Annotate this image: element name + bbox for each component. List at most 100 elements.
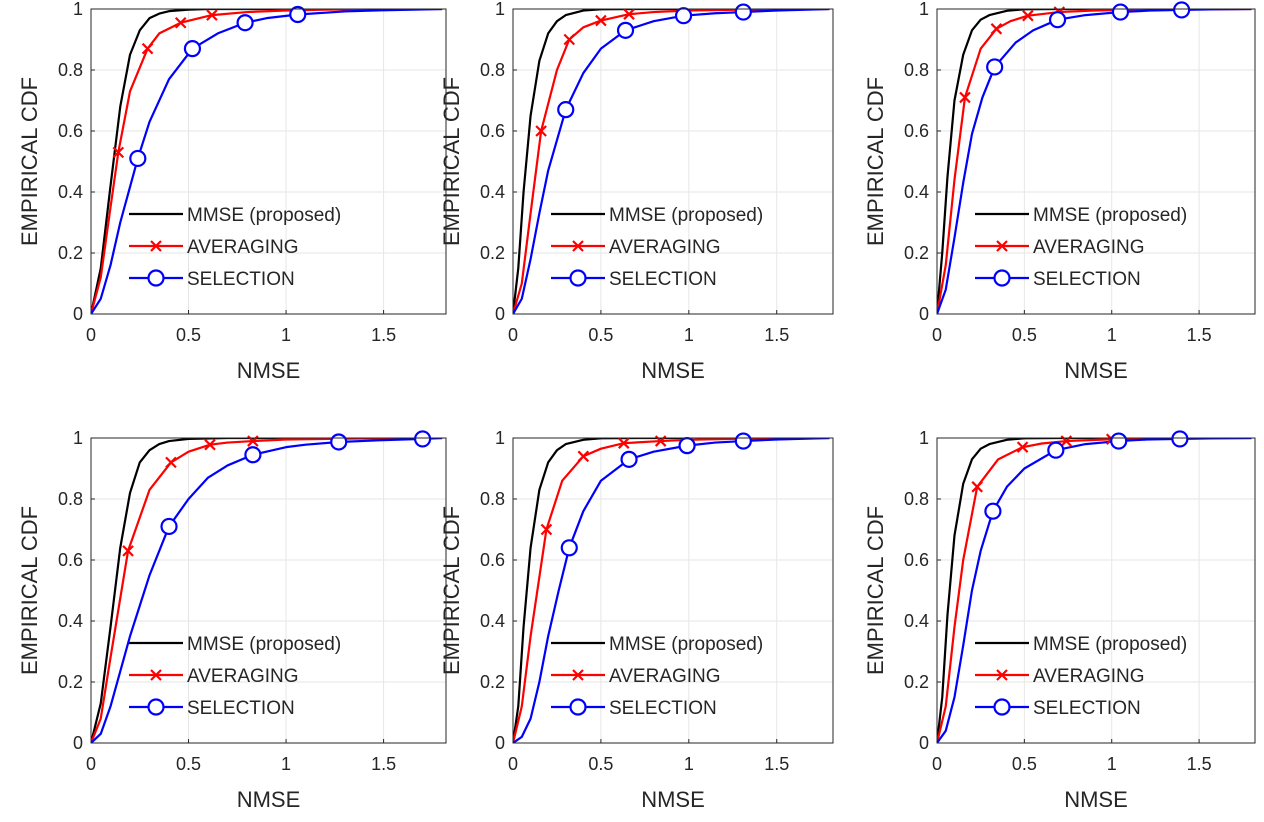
x-tick-label: 1 — [281, 754, 291, 774]
data-point-circle-marker — [413, 430, 432, 448]
series-line-averaging — [513, 438, 830, 743]
x-tick-label: 1.5 — [764, 325, 789, 345]
x-tick-label: 0.5 — [176, 754, 201, 774]
data-point-x-marker — [112, 146, 125, 159]
x-tick-label: 1.5 — [1187, 325, 1212, 345]
x-tick-label: 0.5 — [1012, 754, 1037, 774]
y-tick-label: 0.6 — [480, 121, 505, 141]
y-tick-label: 0.8 — [904, 60, 929, 80]
legend-label: MMSE (proposed) — [609, 205, 763, 226]
axes-box — [90, 8, 447, 315]
y-tick-label: 1 — [919, 428, 929, 448]
x-tick-label: 1 — [281, 325, 291, 345]
x-axis-label: NMSE — [1064, 358, 1128, 383]
y-tick-label: 1 — [73, 0, 83, 19]
data-point-circle-marker — [1110, 432, 1128, 450]
legend-x-marker — [996, 240, 1008, 252]
legend-label: SELECTION — [1033, 269, 1141, 290]
y-tick-label: 0.2 — [480, 672, 505, 692]
y-tick-label: 1 — [495, 428, 505, 448]
y-tick-label: 0 — [495, 304, 505, 324]
axes-box — [512, 437, 834, 744]
legend-entry: MMSE (proposed) — [551, 205, 763, 226]
legend: MMSE (proposed) AVERAGING SELECTION — [129, 205, 341, 290]
legend-x-marker — [572, 240, 584, 252]
y-tick-label: 0.2 — [58, 672, 83, 692]
legend-entry: SELECTION — [129, 269, 295, 290]
y-tick-label: 0.8 — [58, 60, 83, 80]
data-point-circle-marker — [620, 450, 638, 468]
data-point-circle-marker — [560, 539, 578, 557]
x-axis-label: NMSE — [237, 358, 301, 383]
cdf-chart-4: 0 0.5 1 1.5 0 0.2 0.4 0.6 0.8 1 NMSE EMPIRICAL CDF M… — [17, 428, 447, 812]
data-point-x-marker — [1016, 441, 1029, 453]
data-point-x-marker — [204, 438, 216, 451]
y-tick-label: 0.6 — [480, 550, 505, 570]
legend-x-marker — [150, 669, 162, 681]
data-point-circle-marker — [1173, 1, 1191, 19]
axes-box — [936, 8, 1256, 315]
data-point-x-marker — [990, 23, 1003, 35]
data-point-x-marker — [623, 8, 635, 20]
legend-entry: MMSE (proposed) — [975, 634, 1187, 655]
cdf-chart-1: 0 0.5 1 1.5 0 0.2 0.4 0.6 0.8 1 NMSE EMPIRICAL CDF M… — [17, 0, 447, 383]
x-tick-label: 0 — [508, 325, 518, 345]
legend-x-marker — [150, 240, 162, 252]
data-point-x-marker — [959, 91, 971, 104]
data-point-circle-marker — [1048, 11, 1067, 29]
data-point-circle-marker — [183, 40, 202, 58]
y-tick-label: 0.2 — [904, 672, 929, 692]
legend-entry: AVERAGING — [975, 237, 1145, 258]
axes-box — [90, 437, 447, 744]
x-tick-label: 1 — [1107, 325, 1117, 345]
legend-x-marker — [996, 669, 1008, 681]
legend-label: AVERAGING — [609, 666, 721, 687]
y-tick-label: 0.8 — [58, 489, 83, 509]
y-axis-label: EMPIRICAL CDF — [863, 77, 888, 246]
legend: MMSE (proposed) AVERAGING SELECTION — [975, 205, 1187, 290]
legend: MMSE (proposed) AVERAGING SELECTION — [129, 634, 341, 719]
data-point-circle-marker — [734, 3, 752, 21]
legend-label: AVERAGING — [1033, 666, 1145, 687]
legend-label: SELECTION — [609, 269, 717, 290]
x-tick-label: 0 — [86, 754, 96, 774]
x-tick-label: 0 — [932, 754, 942, 774]
data-point-x-marker — [1022, 9, 1034, 22]
legend-label: MMSE (proposed) — [1033, 634, 1187, 655]
data-point-x-marker — [535, 125, 547, 137]
y-tick-label: 0.6 — [58, 550, 83, 570]
data-point-circle-marker — [734, 432, 752, 450]
legend-entry: AVERAGING — [551, 666, 721, 687]
legend-circle-marker — [993, 269, 1011, 287]
series-line-selection — [937, 438, 1252, 743]
data-point-x-marker — [971, 481, 983, 493]
y-tick-label: 0 — [73, 304, 83, 324]
y-axis-label: EMPIRICAL CDF — [17, 77, 42, 246]
series-line-selection — [513, 438, 830, 743]
series-line-mmse-proposed — [91, 9, 287, 314]
legend-circle-marker — [569, 269, 587, 287]
x-tick-label: 1.5 — [371, 754, 396, 774]
data-point-x-marker — [206, 9, 218, 21]
y-tick-label: 1 — [73, 428, 83, 448]
y-tick-label: 0.6 — [904, 121, 929, 141]
data-point-x-marker — [141, 42, 154, 55]
data-point-circle-marker — [289, 5, 307, 24]
legend-entry: SELECTION — [975, 269, 1141, 290]
x-tick-label: 1.5 — [1187, 754, 1212, 774]
y-axis-label: EMPIRICAL CDF — [439, 506, 464, 675]
data-point-circle-marker — [557, 101, 575, 119]
y-tick-label: 0.2 — [480, 243, 505, 263]
legend-label: AVERAGING — [187, 237, 299, 258]
data-point-circle-marker — [129, 149, 147, 168]
y-tick-label: 0.4 — [904, 182, 929, 202]
legend-label: MMSE (proposed) — [1033, 205, 1187, 226]
legend-label: MMSE (proposed) — [609, 634, 763, 655]
cdf-chart-3: 0 0.5 1 1.5 0 0.2 0.4 0.6 0.8 1 NMSE EMPIRICAL CDF M… — [863, 0, 1256, 383]
x-tick-label: 0 — [932, 325, 942, 345]
x-tick-label: 0.5 — [176, 325, 201, 345]
legend-entry: AVERAGING — [551, 237, 721, 258]
plot-area — [937, 438, 1255, 743]
y-tick-label: 0.4 — [480, 182, 505, 202]
y-tick-label: 0.6 — [58, 121, 83, 141]
